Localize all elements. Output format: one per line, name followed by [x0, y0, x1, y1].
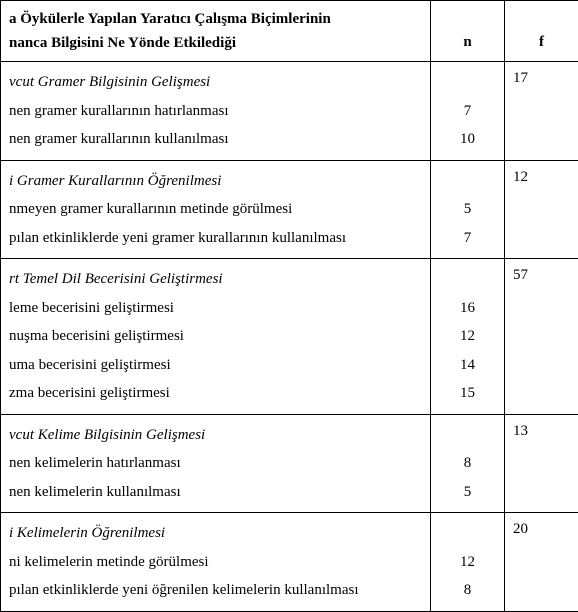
section-n-cell: 57	[431, 160, 505, 259]
section-main-cell: rt Temel Dil Becerisini Geliştirmesileme…	[1, 259, 431, 415]
n-value: 12	[439, 548, 496, 577]
section-f-cell: 20	[505, 513, 578, 612]
f-value: 20	[513, 519, 570, 540]
category-label: rt Temel Dil Becerisini Geliştirmesi	[9, 265, 422, 294]
item-label: pılan etkinliklerde yeni öğrenilen kelim…	[9, 576, 422, 605]
n-value: 14	[439, 351, 496, 380]
section-f-cell: 12	[505, 160, 578, 259]
n-value: 15	[439, 379, 496, 408]
n-blank	[439, 167, 496, 196]
section-f-cell: 57	[505, 259, 578, 415]
item-label: ni kelimelerin metinde görülmesi	[9, 548, 422, 577]
section-main-cell: vcut Gramer Bilgisinin Gelişmesinen gram…	[1, 62, 431, 161]
item-label: nmeyen gramer kurallarının metinde görül…	[9, 195, 422, 224]
n-value: 12	[439, 322, 496, 351]
n-value: 10	[439, 125, 496, 154]
section-n-cell: 710	[431, 62, 505, 161]
section-n-cell: 128	[431, 513, 505, 612]
f-value: 12	[513, 167, 570, 188]
section-n-cell: 16121415	[431, 259, 505, 415]
col-header-n: n	[431, 1, 505, 62]
item-label: zma becerisini geliştirmesi	[9, 379, 422, 408]
item-label: nen kelimelerin hatırlanması	[9, 449, 422, 478]
n-value: 8	[439, 449, 496, 478]
n-value: 5	[439, 195, 496, 224]
n-blank	[439, 265, 496, 294]
section-main-cell: i Gramer Kurallarının Öğrenilmesinmeyen …	[1, 160, 431, 259]
f-value: 13	[513, 421, 570, 442]
col-header-f: f	[505, 1, 578, 62]
section-main-cell: vcut Kelime Bilgisinin Gelişmesinen keli…	[1, 414, 431, 513]
section-main-cell: i Kelimelerin Öğrenilmesini kelimelerin …	[1, 513, 431, 612]
item-label: nen gramer kurallarının hatırlanması	[9, 97, 422, 126]
n-value: 16	[439, 294, 496, 323]
n-blank	[439, 519, 496, 548]
data-table: a Öykülerle Yapılan Yaratıcı Çalışma Biç…	[0, 0, 578, 612]
n-value: 8	[439, 576, 496, 605]
section-n-cell: 85	[431, 414, 505, 513]
n-value: 7	[439, 224, 496, 253]
f-value: 17	[513, 68, 570, 89]
section-f-cell: 13	[505, 414, 578, 513]
f-value: 57	[513, 265, 570, 286]
item-label: nuşma becerisini geliştirmesi	[9, 322, 422, 351]
category-label: vcut Gramer Bilgisinin Gelişmesi	[9, 68, 422, 97]
item-label: nen gramer kurallarının kullanılması	[9, 125, 422, 154]
category-label: i Gramer Kurallarının Öğrenilmesi	[9, 167, 422, 196]
title-line1: a Öykülerle Yapılan Yaratıcı Çalışma Biç…	[9, 7, 422, 31]
n-blank	[439, 421, 496, 450]
category-label: vcut Kelime Bilgisinin Gelişmesi	[9, 421, 422, 450]
n-blank	[439, 68, 496, 97]
section-f-cell: 17	[505, 62, 578, 161]
title-line2: nanca Bilgisini Ne Yönde Etkilediği	[9, 31, 422, 55]
table-header-title: a Öykülerle Yapılan Yaratıcı Çalışma Biç…	[1, 1, 431, 62]
item-label: leme becerisini geliştirmesi	[9, 294, 422, 323]
item-label: nen kelimelerin kullanılması	[9, 478, 422, 507]
n-value: 5	[439, 478, 496, 507]
category-label: i Kelimelerin Öğrenilmesi	[9, 519, 422, 548]
item-label: uma becerisini geliştirmesi	[9, 351, 422, 380]
n-value: 7	[439, 97, 496, 126]
item-label: pılan etkinliklerde yeni gramer kurallar…	[9, 224, 422, 253]
